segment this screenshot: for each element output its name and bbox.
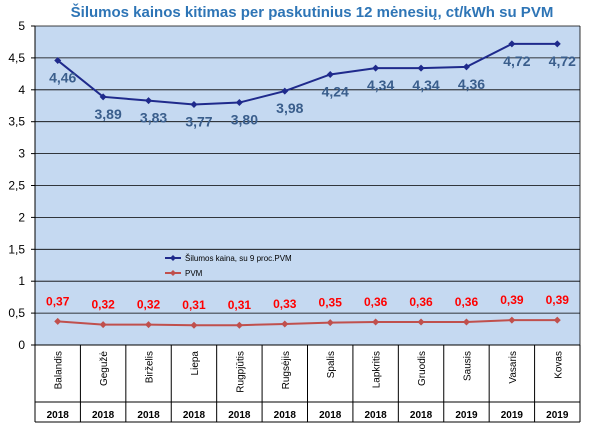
legend-marker xyxy=(170,270,176,276)
data-label: 4,72 xyxy=(549,53,576,69)
data-point xyxy=(553,40,561,48)
data-point xyxy=(372,318,380,326)
y-tick-label: 0 xyxy=(18,338,25,352)
x-tick-label: Kovas xyxy=(553,351,564,379)
year-label: 2018 xyxy=(410,410,433,421)
series-line-heat-price xyxy=(57,42,558,106)
data-label: 0,31 xyxy=(182,298,206,312)
year-label: 2019 xyxy=(546,410,569,421)
legend-entry: Šilumos kaina, su 9 proc.PVM xyxy=(185,254,292,263)
data-label: 0,35 xyxy=(319,296,343,310)
y-tick-label: 3 xyxy=(18,147,25,161)
year-label: 2018 xyxy=(274,410,297,421)
y-tick-label: 0,5 xyxy=(8,306,25,320)
data-point xyxy=(190,321,198,329)
data-label: 4,46 xyxy=(49,69,76,85)
data-point xyxy=(54,317,62,325)
x-tick-label: Rugsėjis xyxy=(281,351,292,389)
legend-entry: PVM xyxy=(185,269,203,278)
legend-marker xyxy=(170,255,176,261)
data-label: 4,24 xyxy=(322,83,349,99)
y-tick-label: 1,5 xyxy=(8,242,25,256)
x-tick-label: Balandis xyxy=(54,351,65,389)
y-tick-label: 2,5 xyxy=(8,179,25,193)
data-point xyxy=(235,99,243,107)
legend: Šilumos kaina, su 9 proc.PVM PVM xyxy=(165,254,292,278)
data-label: 3,80 xyxy=(231,112,258,128)
data-point xyxy=(99,321,107,329)
y-tick-label: 3,5 xyxy=(8,115,25,129)
data-point xyxy=(326,70,334,78)
data-label: 0,36 xyxy=(364,295,388,309)
chart-title: Šilumos kainos kitimas per paskutinius 1… xyxy=(71,3,554,21)
x-tick-label: Vasaris xyxy=(508,351,519,384)
x-tick-label: Gruodis xyxy=(417,351,428,386)
data-label: 3,83 xyxy=(140,110,167,126)
data-label: 3,77 xyxy=(185,113,212,129)
data-point xyxy=(417,64,425,72)
x-tick-label: Gegužė xyxy=(99,351,110,386)
year-label: 2018 xyxy=(365,410,388,421)
data-label: 4,34 xyxy=(367,77,394,93)
y-tick-label: 4,5 xyxy=(8,51,25,65)
gridlines xyxy=(35,25,580,346)
series-line-vat xyxy=(57,319,558,327)
data-point xyxy=(417,318,425,326)
data-point xyxy=(462,63,470,71)
data-point xyxy=(508,40,516,48)
data-point xyxy=(462,318,470,326)
data-label: 4,36 xyxy=(458,76,485,92)
data-point xyxy=(508,316,516,324)
data-label: 0,32 xyxy=(137,298,161,312)
data-point xyxy=(553,316,561,324)
year-label: 2019 xyxy=(455,410,478,421)
data-point xyxy=(372,64,380,72)
data-point xyxy=(281,87,289,95)
data-label: 3,98 xyxy=(276,100,303,116)
data-point xyxy=(326,319,334,327)
data-label: 0,33 xyxy=(273,297,297,311)
data-point xyxy=(145,321,153,329)
data-label: 0,36 xyxy=(455,295,479,309)
data-label: 0,36 xyxy=(409,295,433,309)
axes: 0 0,5 1 1,5 2 2,5 3 3,5 4 4,5 5 Balandis 2018 Gegužė 2… xyxy=(8,19,581,423)
data-label: 4,34 xyxy=(412,77,439,93)
data-label: 0,37 xyxy=(46,294,70,308)
x-tick-label: Birželis xyxy=(145,351,156,383)
x-tick-label: Lapkritis xyxy=(372,351,383,388)
year-label: 2018 xyxy=(228,410,251,421)
x-tick-label: Liepa xyxy=(190,351,201,376)
data-point xyxy=(235,321,243,329)
data-point xyxy=(281,320,289,328)
data-label: 0,31 xyxy=(228,298,252,312)
year-label: 2018 xyxy=(319,410,342,421)
year-label: 2018 xyxy=(92,410,115,421)
y-tick-label: 2 xyxy=(18,210,25,224)
year-label: 2019 xyxy=(501,410,524,421)
data-label: 3,89 xyxy=(95,106,122,122)
year-label: 2018 xyxy=(47,410,70,421)
data-label: 0,39 xyxy=(546,293,570,307)
y-tick-label: 5 xyxy=(18,19,25,33)
data-point xyxy=(54,56,62,64)
data-label: 0,32 xyxy=(91,298,115,312)
series xyxy=(54,40,561,329)
x-tick-label: Spalis xyxy=(326,351,337,378)
x-tick-label: Sausis xyxy=(462,351,473,381)
year-label: 2018 xyxy=(183,410,206,421)
x-tick-label: Rugpjūtis xyxy=(235,351,246,393)
data-point xyxy=(145,97,153,105)
y-tick-label: 1 xyxy=(18,274,25,288)
data-labels: 4,46 3,89 3,83 3,77 3,80 3,98 4,24 4,34 4,34 4,36… xyxy=(46,53,576,312)
y-tick-label: 4 xyxy=(18,83,25,97)
data-label: 0,39 xyxy=(500,293,524,307)
data-point xyxy=(99,93,107,101)
data-point xyxy=(190,100,198,108)
data-label: 4,72 xyxy=(503,53,530,69)
year-label: 2018 xyxy=(137,410,160,421)
